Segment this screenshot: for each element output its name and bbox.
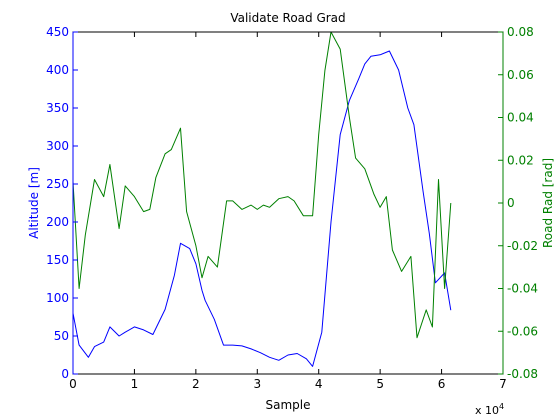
left-tick-label: 200 — [46, 215, 69, 229]
x-tick-label: 2 — [192, 377, 200, 391]
left-tick-label: 0 — [61, 367, 69, 381]
x-axis-label: Sample — [266, 398, 311, 412]
right-tick-label: 0.02 — [507, 153, 534, 167]
left-tick-label: 150 — [46, 253, 69, 267]
left-tick-label: 250 — [46, 177, 69, 191]
chart-title: Validate Road Grad — [230, 11, 345, 25]
left-tick-label: 350 — [46, 101, 69, 115]
left-tick-label: 450 — [46, 25, 69, 39]
left-tick-label: 300 — [46, 139, 69, 153]
x-tick-label: 4 — [315, 377, 323, 391]
right-tick-label: 0 — [507, 196, 515, 210]
x-tick-label: 0 — [69, 377, 77, 391]
x-tick-label: 3 — [253, 377, 261, 391]
left-axis-label: Altitude [m] — [27, 167, 41, 239]
right-axis-label: Road Rad [rad] — [541, 158, 555, 248]
x-tick-label: 6 — [438, 377, 446, 391]
right-tick-label: -0.04 — [507, 282, 538, 296]
right-tick-label: -0.06 — [507, 324, 538, 338]
series-layer — [72, 31, 452, 367]
altitude-series-line — [72, 50, 452, 367]
x-axis-multiplier-exponent: 4 — [499, 402, 504, 411]
right-tick-label: 0.08 — [507, 25, 534, 39]
left-tick-label: 400 — [46, 63, 69, 77]
x-axis-multiplier: x 104 — [475, 402, 504, 417]
road-rad-series-line — [72, 31, 452, 339]
left-tick-label: 50 — [54, 329, 69, 343]
right-y-axis: -0.08 -0.06 -0.04 -0.02 0 0.02 0.04 0.06 0.08 — [498, 25, 538, 381]
right-tick-label: 0.04 — [507, 111, 534, 125]
x-tick-label: 1 — [131, 377, 139, 391]
right-tick-label: -0.02 — [507, 239, 538, 253]
x-axis-multiplier-base: x 10 — [475, 404, 499, 417]
x-tick-label: 5 — [376, 377, 384, 391]
right-tick-label: -0.08 — [507, 367, 538, 381]
x-tick-label: 7 — [499, 377, 507, 391]
plot-area — [73, 32, 503, 374]
left-tick-label: 100 — [46, 291, 69, 305]
left-y-axis: 0 50 100 150 200 250 300 350 400 450 — [46, 25, 78, 381]
right-tick-label: 0.06 — [507, 68, 534, 82]
